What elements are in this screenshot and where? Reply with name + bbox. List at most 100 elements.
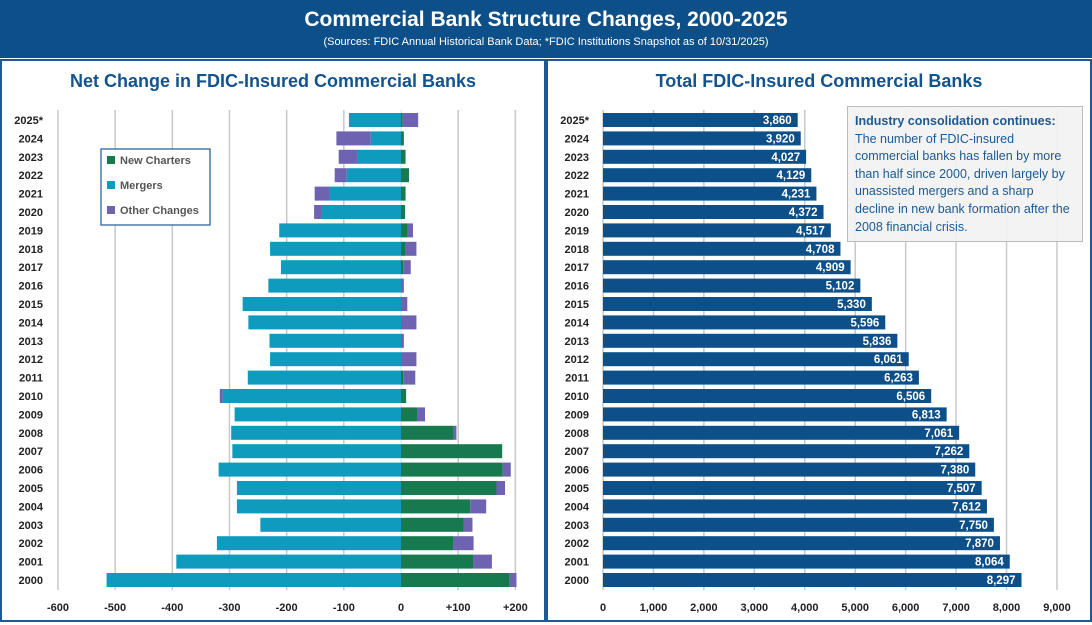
y-tick-label: 2025*	[14, 115, 43, 127]
right-chart-panel: Total FDIC-Insured Commercial Banks	[546, 59, 1092, 622]
bar-other-changes	[453, 536, 474, 551]
bar-other-changes	[401, 315, 417, 330]
bar-new-charters	[401, 241, 406, 256]
bar-other-changes	[314, 205, 322, 219]
bar-total-banks	[603, 278, 861, 293]
bar-other-changes	[403, 260, 411, 275]
bar-other-changes	[401, 352, 417, 367]
bar-total-banks	[603, 315, 886, 330]
y-tick-label: 2011	[19, 373, 43, 385]
bar-other-changes	[219, 389, 223, 403]
left-chart-panel: Net Change in FDIC-Insured Commercial Ba…	[0, 59, 546, 622]
y-tick-label: 2011	[565, 373, 589, 385]
bar-data-label: 7,061	[924, 428, 953, 440]
bar-new-charters	[401, 554, 474, 569]
bar-data-label: 7,507	[947, 483, 976, 495]
bar-data-label: 4,372	[789, 207, 818, 219]
y-tick-label: 2002	[19, 538, 43, 550]
y-tick-label: 2001	[565, 557, 589, 569]
bar-other-changes	[405, 241, 417, 256]
bar-total-banks	[603, 186, 817, 201]
bar-data-label: 4,708	[806, 244, 835, 256]
x-tick-label: 7,000	[942, 602, 970, 614]
bar-new-charters	[401, 444, 503, 459]
bar-data-label: 8,297	[987, 575, 1016, 587]
x-tick-label: 0	[600, 602, 606, 614]
bar-total-banks	[603, 444, 970, 459]
bar-new-charters	[401, 536, 454, 551]
x-tick-label: -600	[47, 602, 69, 614]
bar-total-banks	[603, 297, 872, 311]
bar-mergers	[222, 389, 401, 403]
bar-new-charters	[401, 186, 406, 201]
bar-total-banks	[603, 517, 994, 532]
bar-other-changes	[417, 407, 426, 422]
bar-mergers	[321, 205, 401, 219]
x-tick-label: -300	[218, 602, 240, 614]
y-tick-label: 2013	[19, 336, 43, 348]
bar-mergers	[242, 297, 401, 311]
y-tick-label: 2012	[565, 354, 589, 366]
bar-total-banks	[603, 370, 919, 385]
y-tick-label: 2017	[19, 262, 43, 274]
y-tick-label: 2006	[19, 465, 43, 477]
bar-data-label: 3,860	[763, 115, 792, 127]
bar-mergers	[268, 278, 401, 293]
y-tick-label: 2008	[19, 428, 43, 440]
legend-swatch	[107, 181, 115, 189]
bar-mergers	[280, 260, 401, 275]
bar-mergers	[236, 499, 401, 514]
y-tick-label: 2024	[565, 133, 590, 145]
bar-total-banks	[603, 499, 987, 514]
bar-total-banks	[603, 407, 947, 422]
y-tick-label: 2006	[565, 465, 589, 477]
bar-data-label: 7,750	[959, 520, 988, 532]
bar-data-label: 4,231	[782, 189, 811, 201]
bar-mergers	[269, 333, 401, 348]
bar-mergers	[248, 315, 401, 330]
y-tick-label: 2025*	[560, 115, 589, 127]
bar-other-changes	[314, 186, 330, 201]
bar-data-label: 5,102	[826, 281, 855, 293]
y-tick-label: 2009	[19, 409, 43, 421]
y-tick-label: 2018	[19, 244, 43, 256]
bar-other-changes	[336, 131, 371, 146]
page-subtitle: (Sources: FDIC Annual Historical Bank Da…	[323, 36, 769, 48]
bar-new-charters	[401, 370, 404, 385]
bar-total-banks	[603, 554, 1010, 569]
bar-mergers	[247, 370, 401, 385]
bar-data-label: 6,061	[874, 354, 903, 366]
bar-total-banks	[603, 536, 1000, 551]
bar-new-charters	[401, 389, 407, 403]
legend-label: Mergers	[120, 180, 163, 192]
bar-total-banks	[603, 223, 831, 238]
bar-total-banks	[603, 333, 898, 348]
bar-data-label: 7,380	[940, 465, 969, 477]
bar-data-label: 6,263	[884, 373, 913, 385]
bar-other-changes	[334, 168, 347, 183]
bar-mergers	[346, 168, 401, 183]
x-tick-label: 8,000	[993, 602, 1021, 614]
bar-other-changes	[338, 149, 358, 164]
y-tick-label: 2024	[19, 133, 44, 145]
bar-data-label: 8,064	[975, 557, 1004, 569]
bar-mergers	[231, 425, 401, 440]
bar-new-charters	[401, 205, 406, 219]
bar-new-charters	[401, 149, 406, 164]
y-tick-label: 2019	[565, 225, 589, 237]
y-tick-label: 2005	[19, 483, 43, 495]
bar-mergers	[348, 113, 401, 127]
bar-mergers	[279, 223, 401, 238]
annotation-body: The number of FDIC-insured commercial ba…	[855, 131, 1070, 234]
bar-other-changes	[401, 297, 408, 311]
x-tick-label: 0	[398, 602, 404, 614]
y-tick-label: 2016	[19, 281, 43, 293]
bar-new-charters	[401, 425, 454, 440]
bar-other-changes	[403, 370, 416, 385]
bar-data-label: 4,129	[776, 170, 805, 182]
x-tick-label: 3,000	[741, 602, 769, 614]
bar-total-banks	[603, 241, 841, 256]
bar-other-changes	[470, 499, 487, 514]
x-tick-label: 9,000	[1043, 602, 1071, 614]
